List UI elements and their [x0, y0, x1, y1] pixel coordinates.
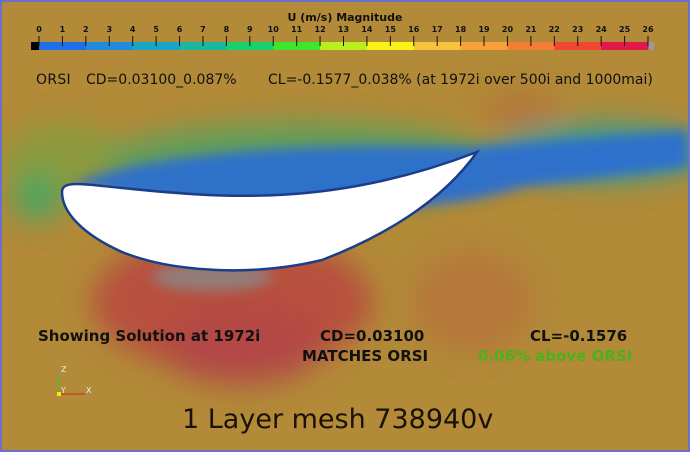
colorbar-tick-label: 14	[361, 25, 373, 34]
colorbar-tick-label: 22	[549, 25, 560, 34]
solution-cl-note: 0.06% above ORSI	[478, 347, 633, 365]
colorbar-tick-label: 6	[177, 25, 183, 34]
solution-cd-note: MATCHES ORSI	[302, 347, 429, 365]
colorbar-title: U (m/s) Magnitude	[287, 11, 403, 24]
colorbar-below-swatch	[31, 42, 39, 50]
colorbar-tick-label: 10	[268, 25, 280, 34]
colorbar: 0 1 2 3 4 5 6 7 8 9 10 11 12 13 14 15 16 17 18 19 20 21 22 23 24…	[31, 25, 654, 50]
colorbar-tick-label: 0	[36, 25, 42, 34]
solution-iteration: Showing Solution at 1972i	[38, 327, 261, 345]
colorbar-tick-label: 18	[455, 25, 467, 34]
axis-y-label: Y	[61, 386, 66, 395]
colorbar-tick-label: 23	[572, 25, 583, 34]
orsi-cl: CL=-0.1577_0.038% (at 1972i over 500i an…	[268, 72, 653, 88]
axis-z-label: Z	[61, 365, 67, 374]
colorbar-tick-label: 13	[338, 25, 349, 34]
colorbar-tick-label: 9	[247, 25, 253, 34]
colorbar-tick-label: 15	[385, 25, 397, 34]
colorbar-tick-label: 1	[60, 25, 66, 34]
orsi-cd: CD=0.03100_0.087%	[86, 72, 237, 88]
colorbar-tick-label: 2	[83, 25, 89, 34]
mesh-label: 1 Layer mesh 738940v	[182, 404, 494, 435]
solution-cd: CD=0.03100	[320, 327, 425, 345]
colorbar-tick-label: 19	[478, 25, 490, 34]
colorbar-tick-label: 26	[642, 25, 654, 34]
colorbar-tick-label: 24	[596, 25, 608, 34]
axes-triad	[57, 374, 85, 396]
colorbar-tick-label: 16	[408, 25, 420, 34]
colorbar-tick-label: 7	[200, 25, 206, 34]
colorbar-tick-label: 20	[502, 25, 514, 34]
colorbar-tick-label: 25	[619, 25, 631, 34]
airfoil	[60, 149, 481, 272]
colorbar-tick-label: 5	[153, 25, 159, 34]
colorbar-tick-label: 21	[525, 25, 537, 34]
axis-x-label: X	[86, 386, 92, 395]
colorbar-above-swatch	[648, 42, 654, 50]
colorbar-tick-label: 3	[106, 25, 112, 34]
colorbar-tick-label: 4	[130, 25, 136, 34]
colorbar-tick-label: 11	[291, 25, 303, 34]
orsi-label: ORSI	[36, 72, 71, 88]
solution-cl: CL=-0.1576	[530, 327, 628, 345]
colorbar-tick-label: 8	[224, 25, 230, 34]
colorbar-tick-label: 17	[432, 25, 443, 34]
colorbar-tick-label: 12	[315, 25, 326, 34]
